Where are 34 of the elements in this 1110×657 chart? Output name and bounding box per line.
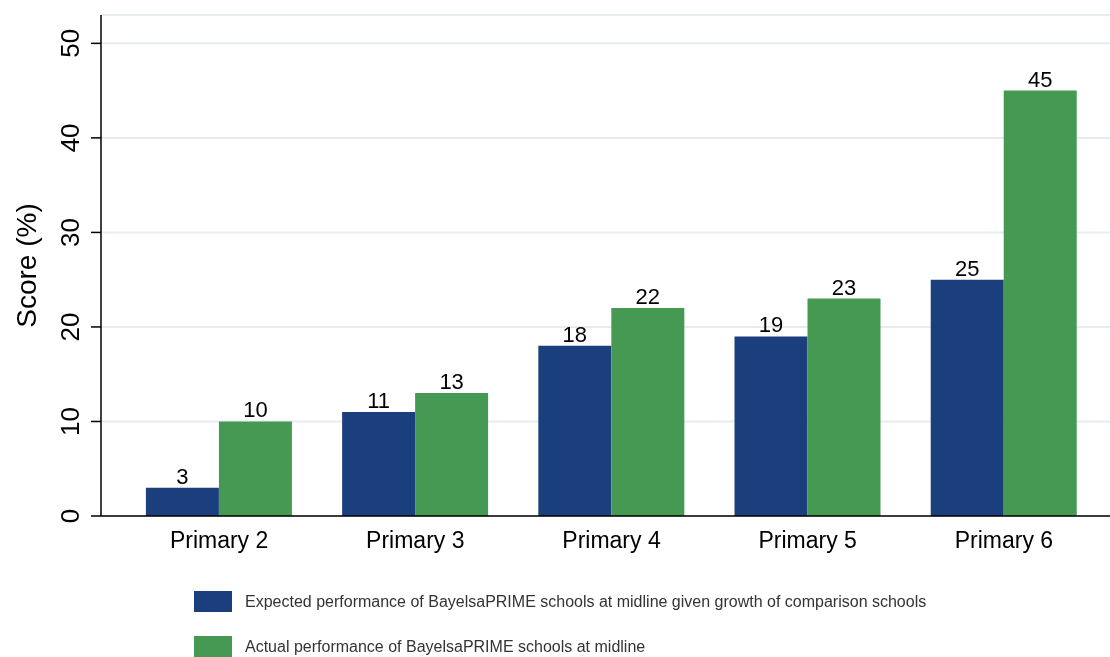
bar xyxy=(342,412,416,516)
data-label: 3 xyxy=(176,463,189,489)
y-tick-label: 20 xyxy=(55,312,85,342)
data-label: 23 xyxy=(831,274,857,300)
legend-label: Actual performance of BayelsaPRIME schools at midline xyxy=(245,637,646,656)
bar xyxy=(807,298,881,516)
data-label: 11 xyxy=(367,388,391,414)
bar xyxy=(538,345,612,516)
bar xyxy=(930,279,1004,516)
y-tick-label: 0 xyxy=(55,508,85,524)
bar xyxy=(1003,90,1077,516)
data-label: 25 xyxy=(954,255,980,281)
x-tick-label: Primary 6 xyxy=(954,527,1054,554)
x-tick-label: Primary 4 xyxy=(562,527,661,554)
y-tick-label: 40 xyxy=(55,123,85,153)
x-tick-label: Primary 2 xyxy=(169,527,269,554)
legend-label: Expected performance of BayelsaPRIME schools at midline given growth of comparison schools xyxy=(245,592,927,611)
data-label: 22 xyxy=(635,284,661,310)
data-label: 45 xyxy=(1027,66,1053,92)
bar xyxy=(145,487,219,516)
bar xyxy=(218,421,292,516)
y-tick-label: 50 xyxy=(55,28,85,58)
y-axis-title: Score (%) xyxy=(11,203,42,328)
bar xyxy=(415,393,489,516)
y-tick-label: 30 xyxy=(55,217,85,247)
data-label: 10 xyxy=(243,397,268,423)
bar xyxy=(734,336,808,516)
x-tick-label: Primary 5 xyxy=(758,527,857,554)
y-tick-label: 10 xyxy=(55,407,85,436)
data-label: 13 xyxy=(439,369,464,395)
data-label: 18 xyxy=(562,321,588,347)
bar xyxy=(611,308,685,516)
x-tick-label: Primary 3 xyxy=(366,527,465,554)
data-label: 19 xyxy=(758,312,784,338)
